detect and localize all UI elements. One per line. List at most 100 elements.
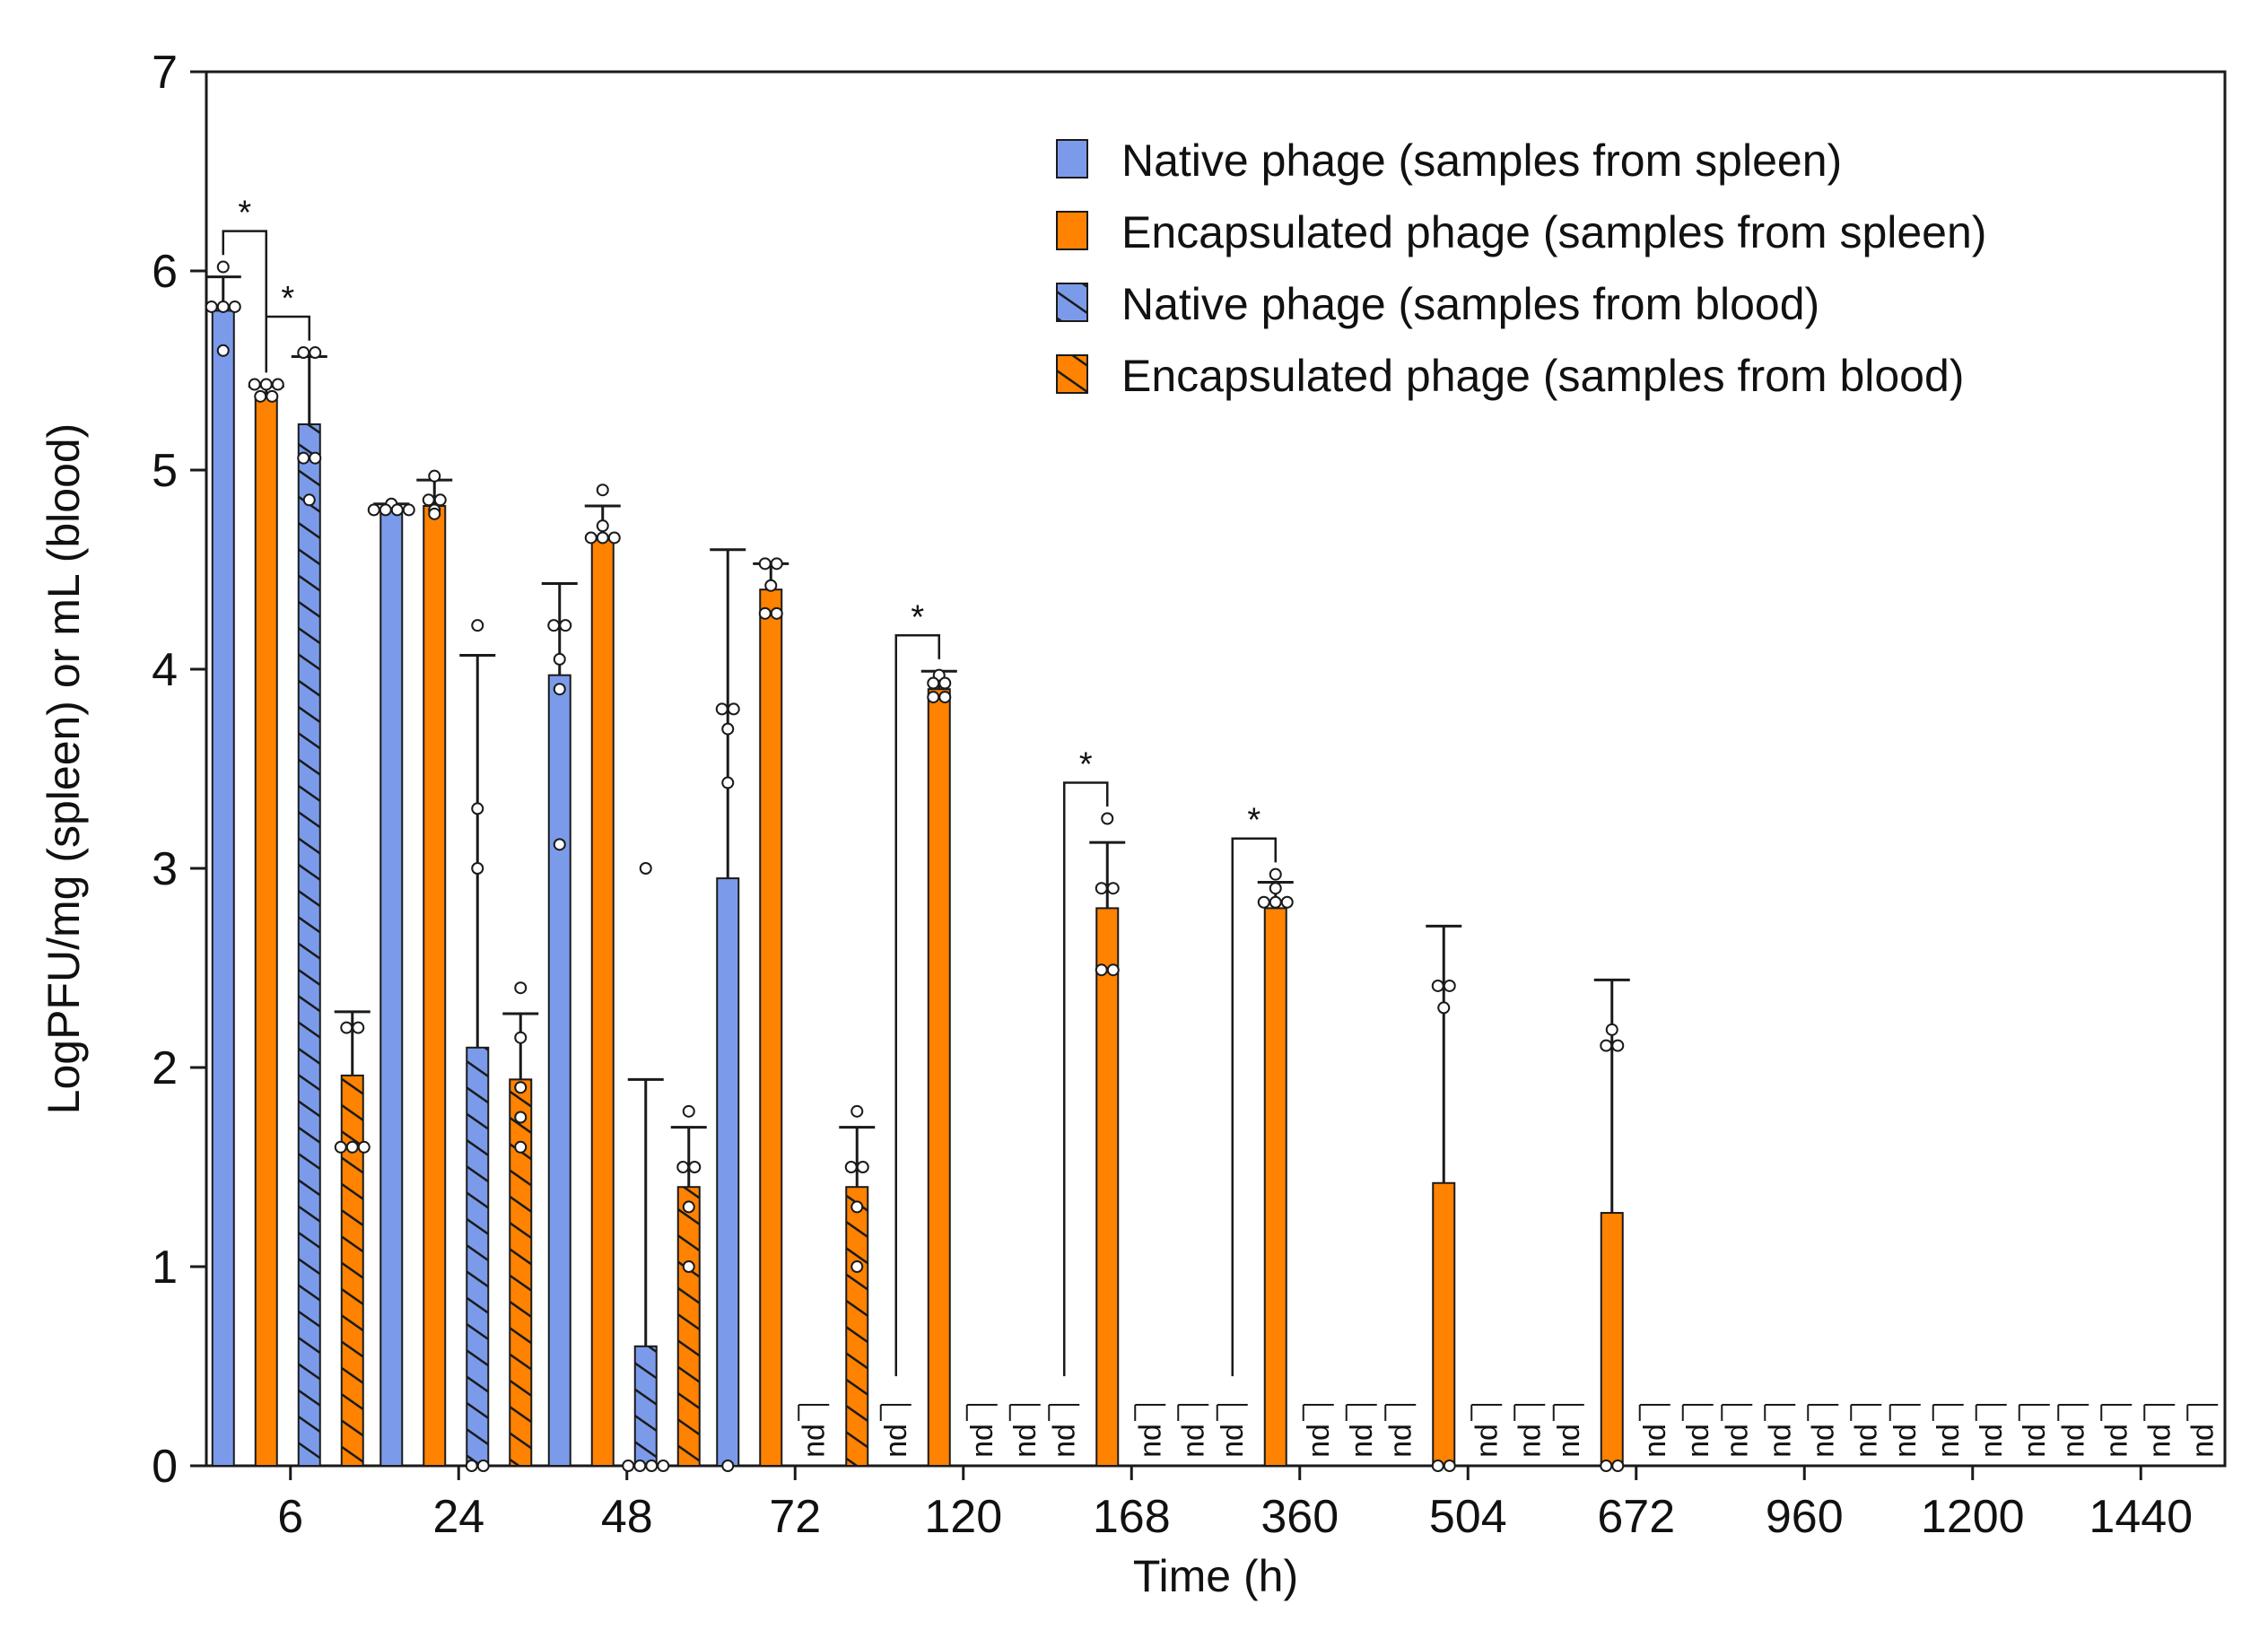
y-tick-label: 2 [152, 1042, 178, 1094]
nd-label: nd [965, 1424, 999, 1458]
data-point [1600, 1460, 1613, 1472]
nd-label: nd [1889, 1424, 1923, 1458]
data-point [596, 519, 609, 533]
legend-swatch-encapsulated-spleen [1056, 211, 1088, 250]
data-point [1431, 1460, 1444, 1472]
data-point [1106, 963, 1120, 977]
encapsulated-blood-bar [340, 1074, 364, 1467]
native-blood-bar [466, 1046, 490, 1468]
data-point [596, 531, 609, 545]
data-point [607, 531, 621, 545]
native-blood-bar [633, 1345, 658, 1468]
data-point [216, 344, 230, 357]
data-point [309, 451, 322, 465]
data-point [433, 493, 447, 507]
data-point [645, 1460, 659, 1472]
nd-label: nd [2018, 1424, 2052, 1458]
encapsulated-spleen-bar [927, 688, 951, 1467]
data-point [639, 862, 652, 875]
data-point [850, 1260, 864, 1273]
data-point [254, 389, 267, 403]
encapsulated-spleen-bar [1600, 1212, 1624, 1468]
encapsulated-blood-bar [845, 1186, 869, 1467]
data-point [422, 493, 435, 507]
nd-label: nd [1975, 1424, 2009, 1458]
legend-label-native-blood: Native phage (samples from blood) [1121, 279, 1819, 329]
legend-label-encapsulated-spleen: Encapsulated phage (samples from spleen) [1121, 207, 1986, 257]
x-tick-label: 72 [769, 1491, 821, 1543]
data-point [1611, 1039, 1625, 1052]
nd-label: nd [1176, 1424, 1210, 1458]
significance-bracket [1231, 837, 1277, 1377]
data-point [1611, 1460, 1625, 1472]
data-point [514, 1111, 528, 1124]
native-spleen-bar [211, 309, 235, 1467]
data-point [514, 1031, 528, 1044]
nd-label: nd [1763, 1424, 1797, 1458]
nd-label: nd [1133, 1424, 1167, 1458]
data-point [228, 300, 241, 313]
data-point [514, 1081, 528, 1094]
encapsulated-spleen-bar [1095, 907, 1120, 1467]
nd-label: nd [1806, 1424, 1840, 1458]
nd-label: nd [1008, 1424, 1042, 1458]
nd-label: nd [2185, 1424, 2220, 1458]
data-point [844, 1161, 858, 1173]
data-point [1437, 1001, 1451, 1015]
data-point [1095, 963, 1108, 977]
data-point [514, 1140, 528, 1154]
significance-bracket [222, 230, 267, 373]
data-point [1269, 895, 1282, 909]
nd-label: nd [2099, 1424, 2133, 1458]
data-point [1280, 895, 1294, 909]
data-point [721, 722, 735, 736]
x-axis-title: Time (h) [1133, 1551, 1298, 1601]
data-point [596, 484, 609, 497]
data-point [271, 378, 284, 391]
nd-label: nd [1345, 1424, 1379, 1458]
data-point [721, 776, 735, 789]
data-point [205, 300, 218, 313]
x-tick-label: 120 [924, 1491, 1002, 1543]
data-point [553, 838, 566, 851]
encapsulated-spleen-bar [1263, 907, 1287, 1467]
nd-label: nd [1552, 1424, 1586, 1458]
nd-label: nd [2142, 1424, 2176, 1458]
data-point [402, 503, 415, 517]
nd-label: nd [1047, 1424, 1081, 1458]
data-point [715, 702, 728, 716]
data-point [216, 300, 230, 313]
data-point [471, 619, 484, 632]
nd-label: nd [1681, 1424, 1715, 1458]
significance-bracket [894, 634, 940, 1377]
data-point [682, 1200, 695, 1214]
data-point [547, 619, 561, 632]
encapsulated-spleen-bar [1432, 1181, 1456, 1467]
encapsulated-spleen-bar [759, 588, 783, 1467]
encapsulated-spleen-bar [254, 395, 278, 1467]
legend-swatch-native-blood [1056, 283, 1088, 322]
nd-label: nd [879, 1424, 913, 1458]
data-point [1101, 812, 1114, 825]
x-tick-label: 672 [1597, 1491, 1675, 1543]
data-point [514, 981, 528, 995]
data-point [938, 691, 952, 704]
data-point [856, 1161, 869, 1173]
data-point [1106, 882, 1120, 895]
data-point [657, 1460, 670, 1472]
native-spleen-bar [379, 509, 404, 1467]
data-point [216, 260, 230, 274]
legend-label-native-spleen: Native phage (samples from spleen) [1121, 135, 1842, 186]
data-point [428, 469, 441, 483]
significance-star: * [1079, 746, 1093, 784]
y-tick-label: 0 [152, 1441, 178, 1493]
data-point [471, 802, 484, 815]
data-point [266, 389, 279, 403]
data-point [758, 557, 772, 571]
nd-label: nd [1932, 1424, 1966, 1458]
legend-swatch-encapsulated-blood [1056, 354, 1088, 394]
x-tick-label: 504 [1429, 1491, 1507, 1543]
data-point [471, 862, 484, 875]
native-spleen-bar [716, 877, 740, 1467]
data-point [764, 579, 778, 592]
